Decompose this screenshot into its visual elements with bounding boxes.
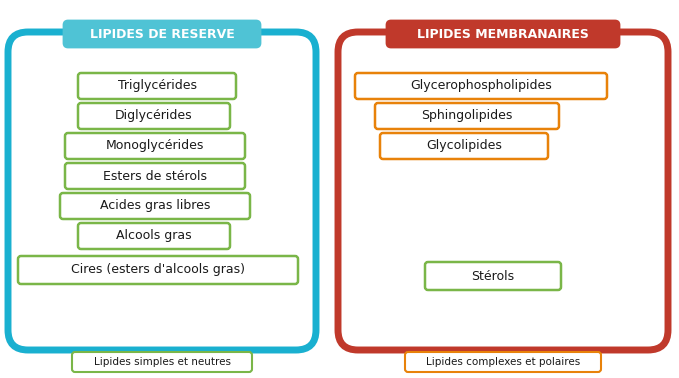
FancyBboxPatch shape <box>338 32 668 350</box>
Text: Sphingolipides: Sphingolipides <box>421 110 513 122</box>
FancyBboxPatch shape <box>72 352 252 372</box>
FancyBboxPatch shape <box>78 223 230 249</box>
Text: Alcools gras: Alcools gras <box>116 229 191 243</box>
Text: LIPIDES MEMBRANAIRES: LIPIDES MEMBRANAIRES <box>417 28 589 40</box>
FancyBboxPatch shape <box>78 73 236 99</box>
FancyBboxPatch shape <box>60 193 250 219</box>
FancyBboxPatch shape <box>65 163 245 189</box>
FancyBboxPatch shape <box>380 133 548 159</box>
FancyBboxPatch shape <box>405 352 601 372</box>
Text: Stérols: Stérols <box>471 270 515 282</box>
Text: Diglycérides: Diglycérides <box>115 110 193 122</box>
FancyBboxPatch shape <box>355 73 607 99</box>
FancyBboxPatch shape <box>65 133 245 159</box>
Text: Acides gras libres: Acides gras libres <box>100 200 210 212</box>
FancyBboxPatch shape <box>18 256 298 284</box>
FancyBboxPatch shape <box>8 32 316 350</box>
Text: Monoglycérides: Monoglycérides <box>106 139 204 152</box>
FancyBboxPatch shape <box>425 262 561 290</box>
FancyBboxPatch shape <box>78 103 230 129</box>
Text: LIPIDES DE RESERVE: LIPIDES DE RESERVE <box>90 28 234 40</box>
Text: Lipides complexes et polaires: Lipides complexes et polaires <box>426 357 580 367</box>
Text: Esters de stérols: Esters de stérols <box>103 169 207 183</box>
FancyBboxPatch shape <box>375 103 559 129</box>
Text: Triglycérides: Triglycérides <box>117 79 196 93</box>
FancyBboxPatch shape <box>64 21 260 47</box>
FancyBboxPatch shape <box>387 21 619 47</box>
Text: Cires (esters d'alcools gras): Cires (esters d'alcools gras) <box>71 263 245 276</box>
Text: Glycolipides: Glycolipides <box>426 139 502 152</box>
Text: Lipides simples et neutres: Lipides simples et neutres <box>94 357 230 367</box>
Text: Glycerophospholipides: Glycerophospholipides <box>410 79 552 93</box>
